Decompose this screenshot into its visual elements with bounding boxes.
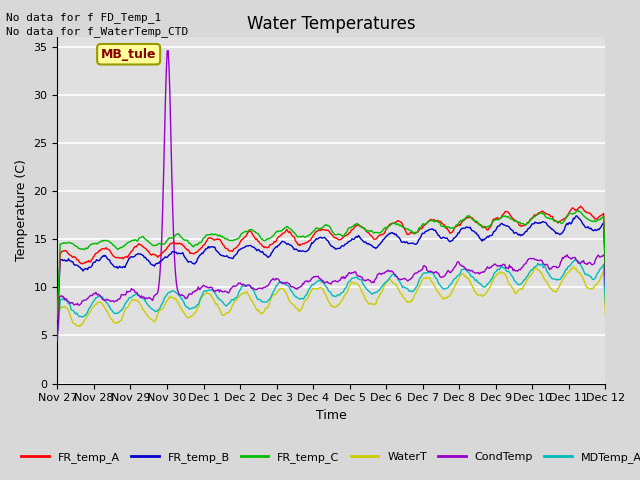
FR_temp_B	[54, 320, 61, 326]
FR_temp_A	[150, 252, 158, 257]
FR_temp_B	[572, 213, 580, 219]
FR_temp_A	[420, 223, 428, 228]
Line: FR_temp_C: FR_temp_C	[58, 210, 605, 314]
Legend: FR_temp_A, FR_temp_B, FR_temp_C, WaterT, CondTemp, MDTemp_A: FR_temp_A, FR_temp_B, FR_temp_C, WaterT,…	[17, 448, 640, 468]
Text: No data for f FD_Temp_1: No data for f FD_Temp_1	[6, 12, 162, 23]
FR_temp_A	[577, 203, 584, 209]
CondTemp	[303, 278, 310, 284]
MDTemp_A	[195, 301, 202, 307]
MDTemp_A	[466, 271, 474, 277]
X-axis label: Time: Time	[316, 409, 347, 422]
FR_temp_A	[54, 317, 61, 323]
FR_temp_A	[195, 248, 202, 253]
Line: CondTemp: CondTemp	[58, 50, 605, 341]
WaterT	[54, 328, 61, 334]
FR_temp_C	[466, 214, 474, 219]
FR_temp_A	[466, 214, 474, 220]
FR_temp_B	[150, 263, 158, 269]
Title: Water Temperatures: Water Temperatures	[247, 15, 416, 33]
MDTemp_A	[572, 256, 579, 262]
FR_temp_C	[602, 269, 609, 275]
Y-axis label: Temperature (C): Temperature (C)	[15, 159, 28, 262]
Text: MB_tule: MB_tule	[101, 48, 156, 60]
FR_temp_C	[195, 241, 202, 247]
FR_temp_B	[466, 224, 474, 230]
FR_temp_C	[54, 312, 61, 317]
MDTemp_A	[376, 286, 384, 292]
FR_temp_C	[150, 242, 158, 248]
WaterT	[570, 264, 577, 270]
MDTemp_A	[150, 308, 158, 313]
FR_temp_B	[376, 240, 384, 246]
MDTemp_A	[420, 270, 428, 276]
FR_temp_C	[376, 230, 384, 236]
WaterT	[301, 298, 309, 304]
WaterT	[150, 319, 158, 325]
MDTemp_A	[301, 293, 309, 299]
Line: MDTemp_A: MDTemp_A	[58, 259, 605, 331]
FR_temp_B	[195, 255, 202, 261]
FR_temp_B	[602, 272, 609, 277]
FR_temp_C	[301, 234, 309, 240]
FR_temp_B	[301, 249, 309, 254]
MDTemp_A	[54, 328, 61, 334]
Line: FR_temp_B: FR_temp_B	[58, 216, 605, 323]
MDTemp_A	[602, 301, 609, 307]
Line: WaterT: WaterT	[58, 267, 605, 331]
CondTemp	[54, 338, 61, 344]
CondTemp	[164, 48, 172, 53]
FR_temp_A	[602, 267, 609, 273]
FR_temp_A	[301, 240, 309, 246]
WaterT	[195, 305, 202, 311]
CondTemp	[150, 293, 158, 299]
CondTemp	[420, 263, 428, 268]
CondTemp	[195, 287, 203, 292]
Line: FR_temp_A: FR_temp_A	[58, 206, 605, 320]
FR_temp_C	[574, 207, 582, 213]
FR_temp_A	[376, 232, 384, 238]
CondTemp	[602, 284, 609, 290]
Text: No data for f_WaterTemp_CTD: No data for f_WaterTemp_CTD	[6, 26, 189, 37]
FR_temp_B	[420, 230, 428, 236]
WaterT	[466, 278, 474, 284]
WaterT	[602, 312, 609, 318]
WaterT	[376, 291, 384, 297]
WaterT	[420, 276, 428, 281]
CondTemp	[467, 268, 475, 274]
FR_temp_C	[420, 221, 428, 227]
CondTemp	[378, 272, 385, 277]
